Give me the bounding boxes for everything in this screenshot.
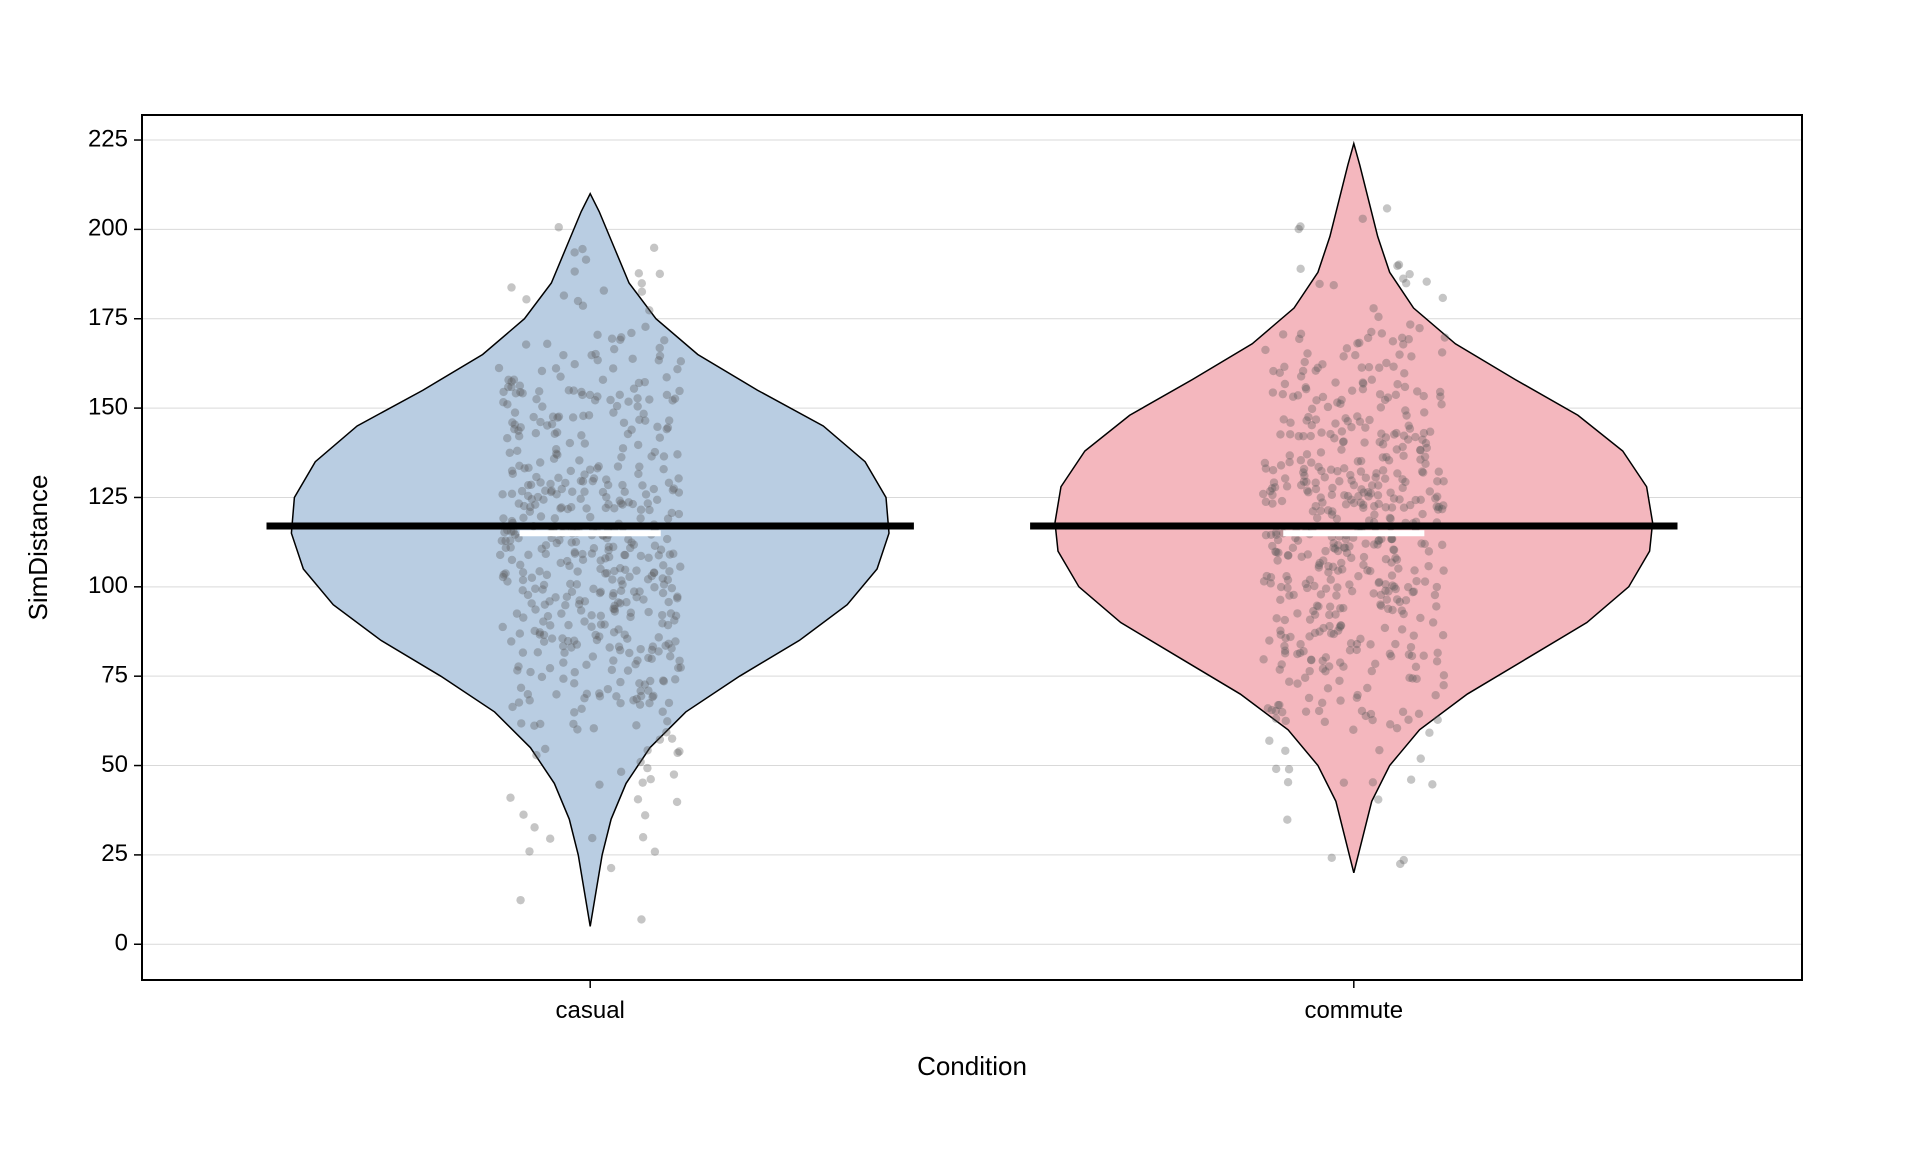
y-tick-label: 200: [88, 215, 128, 242]
y-tick-label: 150: [88, 393, 128, 420]
y-tick-label: 0: [115, 930, 128, 957]
y-tick-label: 50: [101, 751, 128, 778]
x-tick-label: casual: [556, 997, 625, 1024]
y-tick-label: 100: [88, 572, 128, 599]
x-axis-label: Condition: [917, 1051, 1027, 1081]
y-tick-label: 125: [88, 483, 128, 510]
y-tick-label: 75: [101, 662, 128, 689]
violin-chart: 0 25 50 75 100 125 150 175 200 225 casual commute Si…: [0, 0, 1920, 1152]
x-tick-label: commute: [1304, 997, 1403, 1024]
y-tick-label: 175: [88, 304, 128, 331]
y-tick-label: 225: [88, 125, 128, 152]
y-tick-label: 25: [101, 840, 128, 867]
y-axis-label: SimDistance: [23, 475, 53, 621]
chart-container: 0 25 50 75 100 125 150 175 200 225 casual commute Si…: [0, 0, 1920, 1152]
